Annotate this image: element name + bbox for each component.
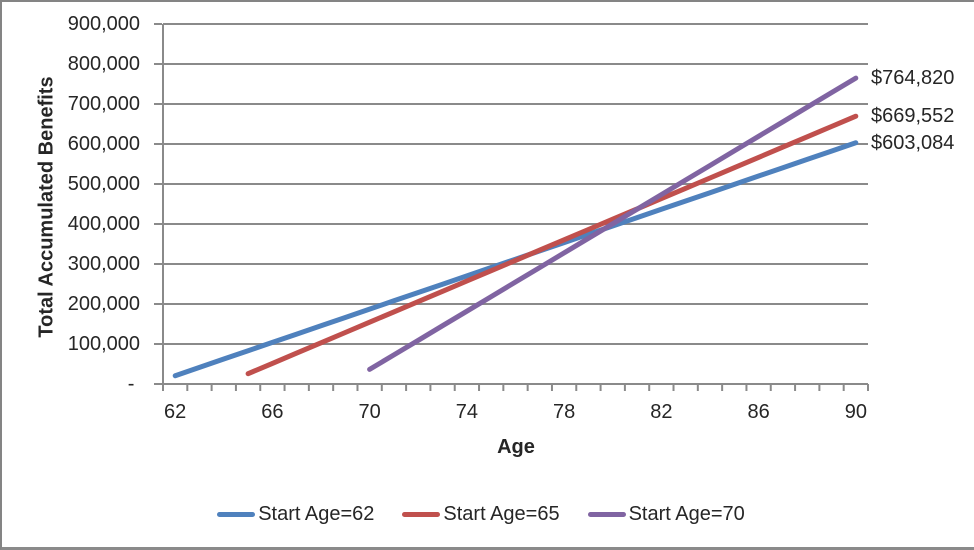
legend-item-start-age-62: Start Age=62 [217, 503, 374, 525]
y-tick-label: 100,000 [67, 333, 140, 355]
legend-line-swatch-purple [587, 511, 626, 517]
y-tick-label: 600,000 [67, 133, 140, 155]
y-tick-label: - [127, 373, 140, 395]
y-tick-label: 700,000 [67, 93, 140, 115]
legend-line-swatch-blue [217, 511, 256, 517]
x-tick-label: 90 [844, 401, 867, 423]
y-tick-label: 300,000 [67, 253, 140, 275]
y-tick-label: 800,000 [67, 53, 140, 75]
y-tick-label: 200,000 [67, 293, 140, 315]
x-tick-label: 66 [261, 401, 284, 423]
x-axis-title: Age [497, 436, 535, 458]
legend-item-start-age-65: Start Age=65 [402, 503, 560, 525]
legend-line-swatch-red [402, 511, 441, 517]
y-tick-label: 400,000 [67, 213, 140, 235]
x-tick-label: 70 [358, 401, 381, 423]
x-tick-label: 78 [552, 401, 576, 423]
x-tick-label: 86 [747, 401, 770, 423]
series-line-start-age-70 [367, 75, 859, 372]
y-tick-label: 500,000 [67, 173, 140, 195]
legend-label: Start Age=62 [258, 503, 375, 525]
x-tick-label: 82 [650, 401, 673, 423]
x-tick-label: 74 [455, 401, 478, 423]
x-tick-label: 62 [164, 401, 187, 423]
end-value-label-start-age-65: $669,552 [871, 105, 955, 128]
series-line-start-age-65 [245, 113, 859, 377]
y-tick-label: 900,000 [67, 13, 140, 35]
end-value-label-start-age-70: $764,820 [871, 67, 955, 90]
end-value-label-start-age-62: $603,084 [871, 131, 955, 154]
legend: Start Age=62 Start Age=65 Start Age=70 [2, 503, 960, 525]
legend-item-start-age-70: Start Age=70 [587, 503, 745, 525]
legend-label: Start Age=65 [443, 503, 560, 525]
legend-label: Start Age=70 [628, 503, 745, 525]
